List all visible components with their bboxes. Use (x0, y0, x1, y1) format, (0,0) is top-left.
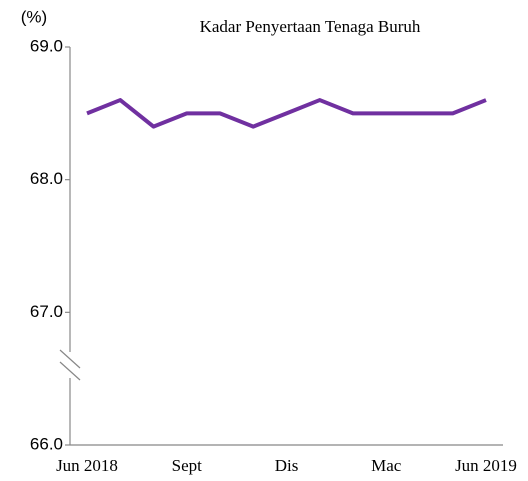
x-tick-label: Jun 2018 (56, 456, 118, 475)
x-tick-label: Sept (172, 456, 203, 475)
axis-break-gap (62, 352, 78, 378)
x-tick-label: Mac (371, 456, 402, 475)
y-tick-label: 66.0 (30, 434, 63, 453)
y-tick-label: 68.0 (30, 169, 63, 188)
axis-break (59, 361, 81, 381)
chart-title: Kadar Penyertaan Tenaga Buruh (200, 17, 421, 36)
y-tick-label: 67.0 (30, 302, 63, 321)
y-tick-label: 69.0 (30, 36, 63, 55)
x-tick-label: Jun 2019 (455, 456, 517, 475)
axis-break (59, 349, 81, 369)
y-axis-label: (%) (21, 7, 47, 26)
series-line (86, 98, 487, 129)
x-tick-label: Dis (275, 456, 299, 475)
